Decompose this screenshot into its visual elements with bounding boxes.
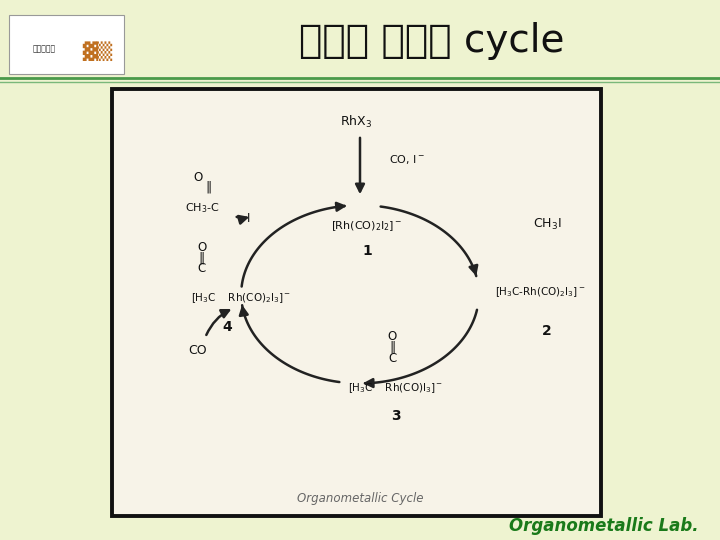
FancyBboxPatch shape — [112, 89, 601, 516]
Text: [H$_3$C    Rh(CO)$_2$I$_3$]$^-$: [H$_3$C Rh(CO)$_2$I$_3$]$^-$ — [191, 292, 291, 306]
Text: CO, I$^-$: CO, I$^-$ — [389, 153, 425, 166]
Text: 2: 2 — [542, 324, 552, 338]
Text: O: O — [388, 330, 397, 343]
Text: ‖: ‖ — [390, 341, 395, 354]
Text: [H$_3$C-Rh(CO)$_2$I$_3$]$^-$: [H$_3$C-Rh(CO)$_2$I$_3$]$^-$ — [495, 285, 585, 299]
Text: C: C — [197, 262, 206, 275]
Text: RhX$_3$: RhX$_3$ — [341, 113, 372, 130]
FancyBboxPatch shape — [9, 15, 124, 74]
Text: 강릉대학교: 강릉대학교 — [32, 44, 55, 53]
Text: C: C — [388, 352, 397, 365]
Text: 1: 1 — [362, 244, 372, 258]
Text: ‖: ‖ — [206, 180, 212, 193]
Text: CH$_3$-C: CH$_3$-C — [185, 201, 220, 215]
Text: [H$_3$C    Rh(CO)I$_3$]$^-$: [H$_3$C Rh(CO)I$_3$]$^-$ — [348, 381, 444, 395]
Text: ‖: ‖ — [199, 252, 204, 265]
Text: CO: CO — [189, 345, 207, 357]
Text: [Rh(CO)$_2$I$_2$]$^-$: [Rh(CO)$_2$I$_2$]$^-$ — [331, 219, 403, 233]
Text: Organometallic Lab.: Organometallic Lab. — [509, 517, 698, 535]
Text: ▓▒: ▓▒ — [82, 42, 112, 61]
Text: CH$_3$I: CH$_3$I — [533, 217, 562, 232]
Text: O: O — [194, 171, 202, 184]
Text: I: I — [247, 212, 250, 225]
Text: 초산을 만드는 cycle: 초산을 만드는 cycle — [300, 22, 564, 59]
Text: O: O — [197, 241, 206, 254]
Text: 4: 4 — [222, 320, 232, 334]
Text: 3: 3 — [391, 409, 401, 423]
Text: Organometallic Cycle: Organometallic Cycle — [297, 492, 423, 505]
